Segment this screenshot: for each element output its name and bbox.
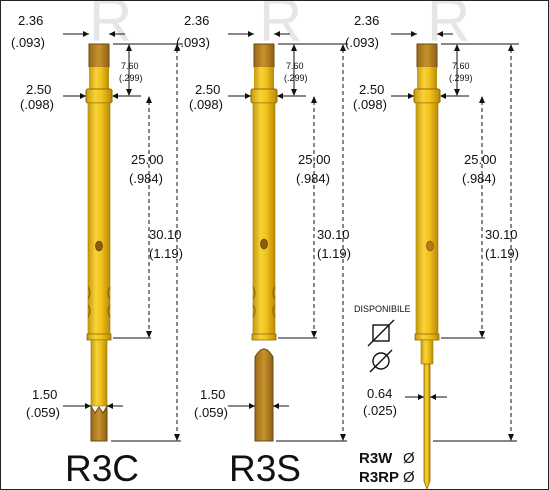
probe-plunger (89, 67, 109, 89)
travel-length-inch-label: (.984) (462, 171, 496, 186)
probe-lower-plunger (90, 339, 108, 407)
top-diameter-inch-label: (.093) (176, 35, 210, 50)
tip-diameter-label: 1.50 (200, 387, 225, 402)
probe-barrel (252, 102, 276, 340)
probe-ring (85, 88, 113, 104)
model-label-r3w: R3W (359, 450, 393, 467)
ring-height-inch-label: (.299) (284, 73, 308, 83)
availability-label: DISPONIBILE (354, 304, 411, 314)
r3c-dimensions: 2.36 (.093) 7.60 (.299) 2.50 (.098) 25.0… (11, 13, 183, 489)
probe-tip (254, 348, 274, 442)
model-label-r3rp: R3RP (359, 469, 399, 486)
ring-diameter-label: 2.50 (26, 82, 51, 97)
square-diameter-symbol (367, 319, 395, 347)
probe-barrel-end (86, 333, 112, 341)
ring-diameter-label: 2.50 (195, 82, 220, 97)
probe-crimp (252, 304, 276, 318)
ring-height-label: 7.60 (452, 61, 470, 71)
model-label-r3c: R3C (65, 448, 139, 489)
total-length-inch-label: (1.19) (149, 246, 183, 261)
ring-diameter-inch-label: (.098) (20, 97, 54, 112)
probe-plunger (254, 67, 274, 89)
ring-diameter-inch-label: (.098) (353, 97, 387, 112)
total-length-inch-label: (1.19) (485, 246, 519, 261)
probe-crimp (252, 286, 276, 300)
probe-plunger (417, 67, 437, 89)
tip-diameter-inch-label: (.059) (194, 405, 228, 420)
r3s-dimensions: 2.36 (.093) 7.60 (.299) 2.50 (.098) 25.0… (176, 13, 351, 489)
top-diameter-inch-label: (.093) (11, 35, 45, 50)
travel-length-inch-label: (.984) (129, 171, 163, 186)
travel-length-label: 25.00 (464, 152, 497, 167)
probe-crimp (87, 304, 111, 318)
r3w-dimensions: 2.36 (.093) 7.60 (.299) 2.50 (.098) 25.0… (345, 13, 519, 486)
probe-ring (413, 88, 441, 104)
diameter-symbol: Ø (403, 450, 415, 467)
top-diameter-label: 2.36 (18, 13, 43, 28)
probe-barrel-end (414, 333, 440, 341)
travel-length-inch-label: (.984) (296, 171, 330, 186)
total-length-label: 30.10 (317, 227, 350, 242)
probe-barrel (415, 102, 439, 340)
probe-crimp (87, 286, 111, 300)
total-length-label: 30.10 (149, 227, 182, 242)
diameter-symbol: Ø (403, 469, 415, 486)
probe-ring (250, 88, 278, 104)
probe-r3w (413, 43, 441, 489)
ring-height-inch-label: (.299) (119, 73, 143, 83)
total-length-inch-label: (1.19) (317, 246, 351, 261)
probe-r3c (85, 43, 113, 442)
probe-tip (90, 404, 108, 442)
top-diameter-label: 2.36 (354, 13, 379, 28)
model-label-r3s: R3S (229, 448, 301, 489)
tip-diameter-label: 0.64 (367, 386, 392, 401)
tip-diameter-inch-label: (.059) (26, 405, 60, 420)
ring-diameter-label: 2.50 (359, 82, 384, 97)
ring-height-label: 7.60 (286, 61, 304, 71)
ring-height-inch-label: (.299) (449, 73, 473, 83)
probe-hole (95, 240, 103, 252)
tip-diameter-label: 1.50 (32, 387, 57, 402)
total-length-label: 30.10 (485, 227, 518, 242)
top-diameter-label: 2.36 (184, 13, 209, 28)
ring-diameter-inch-label: (.098) (189, 97, 223, 112)
tip-diameter-inch-label: (.025) (363, 403, 397, 418)
probe-hole (260, 238, 268, 250)
probe-hole (426, 240, 434, 252)
probe-neck (420, 339, 434, 365)
travel-length-label: 25.00 (298, 152, 331, 167)
top-diameter-inch-label: (.093) (345, 35, 379, 50)
ring-height-label: 7.60 (121, 61, 139, 71)
probe-barrel (87, 102, 111, 340)
round-diameter-symbol (369, 349, 393, 373)
probe-tip (423, 363, 431, 489)
travel-length-label: 25.00 (131, 152, 164, 167)
probe-r3s (250, 43, 278, 442)
probe-barrel-end (251, 333, 277, 341)
